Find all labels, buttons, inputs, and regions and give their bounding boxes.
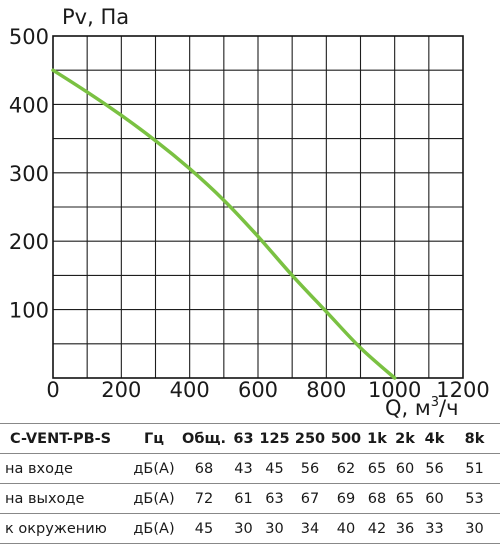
- y-tick-label: 400: [9, 93, 49, 117]
- table-cell: 72: [178, 483, 230, 514]
- table-cell: 61: [230, 483, 257, 514]
- y-tick-label: 500: [9, 25, 49, 49]
- x-tick-label: 600: [238, 378, 278, 402]
- table-cell: 45: [257, 453, 292, 484]
- series-line: [51, 68, 397, 380]
- table-cell: 68: [364, 483, 390, 514]
- x-tick-label: 200: [101, 378, 141, 402]
- table-cell: 36: [390, 513, 420, 544]
- table-cell: 51: [449, 453, 500, 484]
- table-cell: 69: [328, 483, 364, 514]
- table-cell: 60: [420, 483, 449, 514]
- pressure-flow-chart: 0 200 400 600 800 1000 1200 100 200 300 400 500 Pv…: [9, 5, 490, 420]
- table-cell: 30: [257, 513, 292, 544]
- header-500: 500: [328, 423, 364, 454]
- model-name: C-VENT-PB-S: [0, 423, 130, 454]
- y-tick-label: 100: [9, 299, 49, 323]
- x-tick-label: 0: [46, 378, 59, 402]
- x-axis-ticks: 0 200 400 600 800 1000 1200: [46, 378, 489, 402]
- table-cell: 30: [230, 513, 257, 544]
- noise-level-table: C-VENT-PB-S Гц Общ. 63 125 250 500 1k 2k…: [0, 423, 500, 544]
- header-8k: 8k: [449, 423, 500, 454]
- y-axis-ticks: 100 200 300 400 500: [9, 25, 49, 323]
- table-cell: 63: [257, 483, 292, 514]
- table-cell: 62: [328, 453, 364, 484]
- table-cell: 53: [449, 483, 500, 514]
- table-cell: 43: [230, 453, 257, 484]
- x-tick-label: 400: [170, 378, 210, 402]
- header-250: 250: [292, 423, 328, 454]
- table-cell: 68: [178, 453, 230, 484]
- table-cell: 67: [292, 483, 328, 514]
- header-total: Общ.: [178, 423, 230, 454]
- table-cell: 40: [328, 513, 364, 544]
- x-axis-title: Q, м3/ч: [385, 395, 459, 420]
- row-unit: дБ(А): [130, 453, 178, 484]
- chart-grid: [53, 36, 463, 378]
- table-cell: 45: [178, 513, 230, 544]
- table-header-row: C-VENT-PB-S Гц Общ. 63 125 250 500 1k 2k…: [0, 423, 500, 454]
- row-label: на входе: [0, 453, 130, 484]
- x-tick-label: 1200: [436, 378, 489, 402]
- y-tick-label: 300: [9, 162, 49, 186]
- header-2k: 2k: [390, 423, 420, 454]
- table-row: на выходе дБ(А) 72 61 63 67 69 68 65 60 …: [0, 483, 500, 514]
- y-axis-title: Pv, Па: [62, 5, 129, 29]
- table-cell: 60: [390, 453, 420, 484]
- header-hz: Гц: [130, 423, 178, 454]
- table-cell: 30: [449, 513, 500, 544]
- table-cell: 56: [292, 453, 328, 484]
- table-cell: 65: [364, 453, 390, 484]
- header-4k: 4k: [420, 423, 449, 454]
- x-tick-label: 800: [306, 378, 346, 402]
- header-1k: 1k: [364, 423, 390, 454]
- table-row: на входе дБ(А) 68 43 45 56 62 65 60 56 5…: [0, 453, 500, 484]
- x-tick-label: 1000: [368, 378, 421, 402]
- table-cell: 65: [390, 483, 420, 514]
- row-label: на выходе: [0, 483, 130, 514]
- y-tick-label: 200: [9, 230, 49, 254]
- header-63: 63: [230, 423, 257, 454]
- table-cell: 34: [292, 513, 328, 544]
- row-unit: дБ(А): [130, 483, 178, 514]
- row-unit: дБ(А): [130, 513, 178, 544]
- table-row: к окружению дБ(А) 45 30 30 34 40 42 36 3…: [0, 513, 500, 544]
- header-125: 125: [257, 423, 292, 454]
- row-label: к окружению: [0, 513, 130, 544]
- plot-frame: [52, 35, 464, 379]
- table-cell: 33: [420, 513, 449, 544]
- table-cell: 56: [420, 453, 449, 484]
- table-cell: 42: [364, 513, 390, 544]
